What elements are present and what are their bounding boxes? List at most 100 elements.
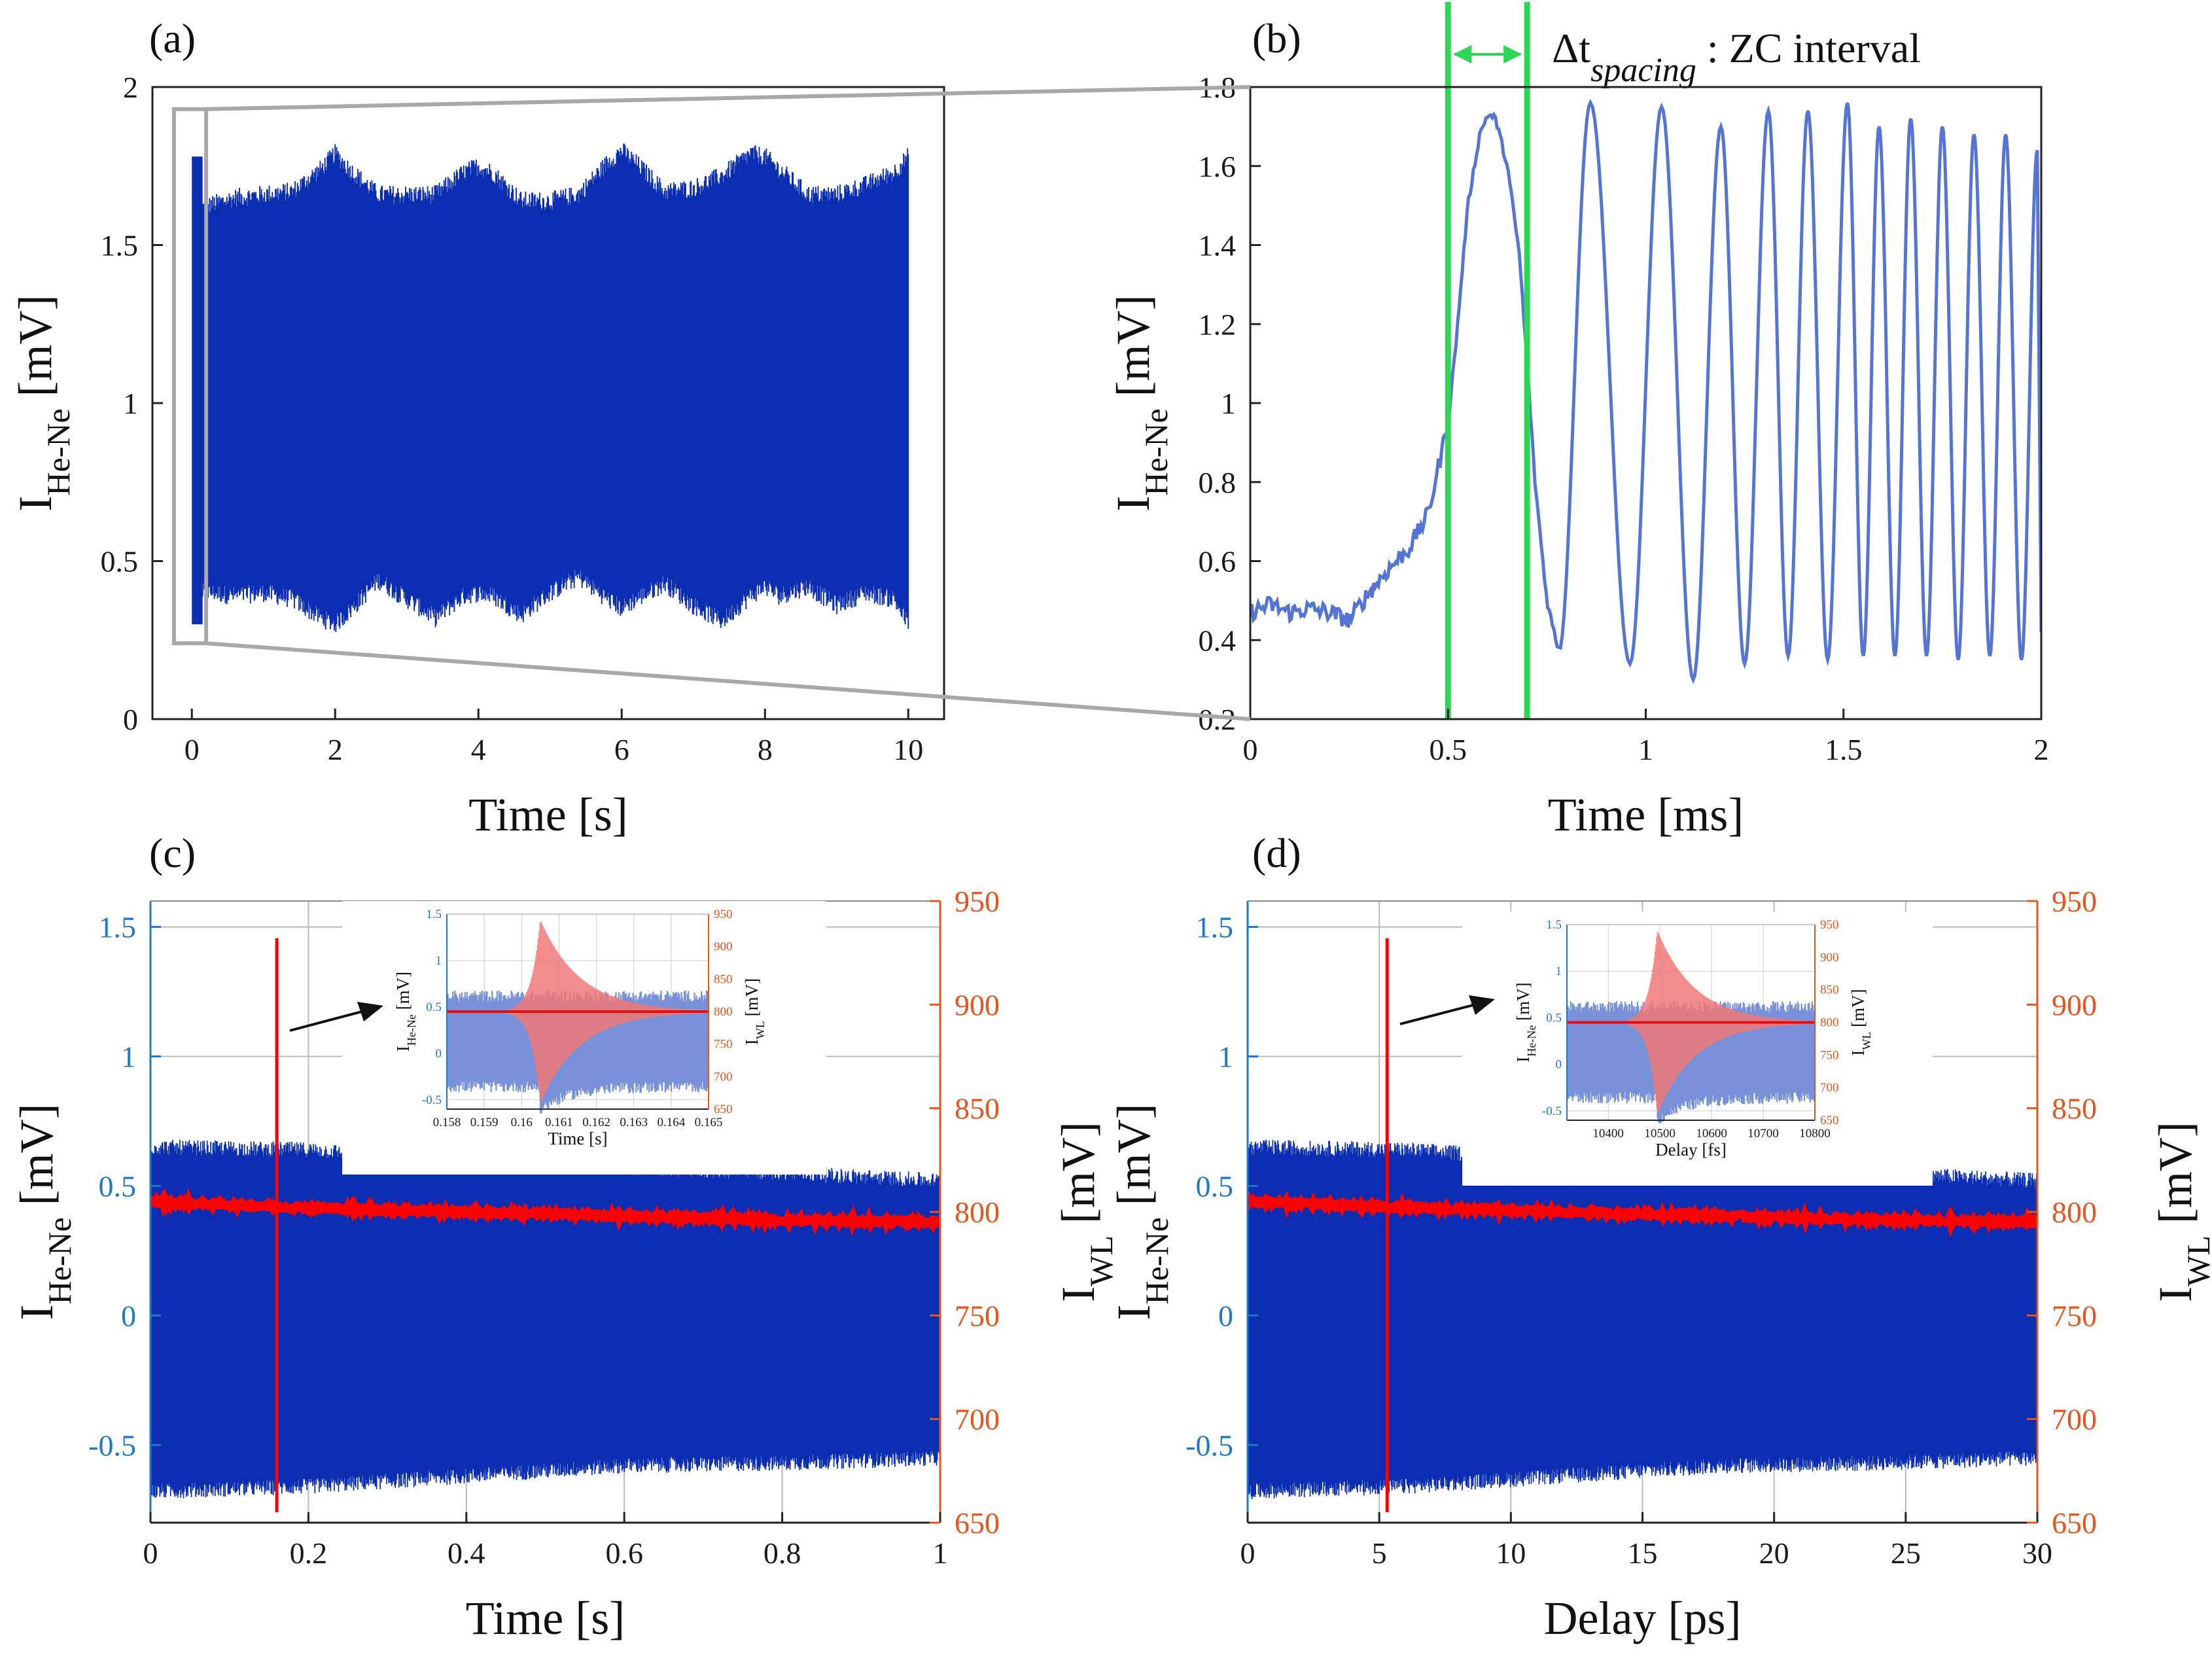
inset-y2-tick-label: 950 [714, 908, 733, 921]
inset-x-axis-label: Time [s] [548, 1129, 607, 1148]
zc-arrowhead-left [1453, 45, 1472, 63]
x-tick-label: 5 [1372, 1536, 1387, 1570]
inset-y2-tick-label: 700 [1820, 1081, 1839, 1095]
inset-y-tick-label: 1 [436, 954, 442, 968]
x-tick-label: 1 [1638, 733, 1653, 766]
inset-x-tick-label: 0.164 [657, 1116, 685, 1129]
y2-tick-label: 950 [955, 885, 1000, 918]
y-tick-label: 0.4 [1199, 624, 1237, 657]
y-tick-label: -0.5 [88, 1428, 136, 1462]
x-tick-label: 0.6 [605, 1536, 643, 1570]
panel-a: (a) 0 2 4 6 8 10 0 0.5 1 1.5 2 Time [s] IHe-Ne [mV] [9, 15, 945, 841]
y-tick-label: 1 [1221, 387, 1236, 420]
inset-y2-tick-label: 750 [714, 1038, 733, 1052]
x-tick-label: 0 [143, 1536, 158, 1570]
zoom-connector-bottom [205, 641, 1251, 721]
x-tick-label: 0 [1243, 733, 1258, 766]
zc-arrowhead-right [1503, 45, 1522, 63]
y-tick-label: 0 [121, 1299, 136, 1332]
y-tick-label: 1.6 [1199, 150, 1237, 183]
inset-pointer-arrowhead [1469, 995, 1495, 1015]
zoom-box [171, 107, 209, 646]
y2-tick-label: 950 [2052, 885, 2097, 918]
x-tick-label: 0.8 [764, 1536, 801, 1570]
x-tick-label: 25 [1891, 1536, 1921, 1570]
inset-y-tick-label: 1.5 [426, 908, 442, 921]
y-tick-label: 0 [1218, 1299, 1233, 1332]
plot-area [192, 143, 909, 632]
y2-tick-label: 900 [955, 988, 1000, 1021]
inset-x-tick-label: 0.158 [433, 1116, 461, 1129]
y2-tick-label: 700 [955, 1403, 1000, 1436]
inset-y2-tick-label: 750 [1820, 1048, 1839, 1062]
inset-y2-tick-label: 900 [1820, 951, 1839, 965]
y-tick-label: 1.5 [99, 911, 137, 944]
x-tick-label: 0.2 [290, 1536, 328, 1570]
y-tick-label: 0.5 [1196, 1169, 1234, 1203]
x-tick-label: 4 [471, 733, 486, 766]
x-tick-label: 10 [893, 733, 923, 766]
inset-y2-tick-label: 700 [714, 1070, 733, 1084]
plot-area [1250, 99, 2041, 684]
y-axis-label: IHe-Ne [mV] [10, 1103, 78, 1320]
inset-y2-tick-label: 800 [1820, 1016, 1839, 1030]
inset-y2-axis-label: IWL [mV] [1848, 989, 1873, 1055]
inset-x-tick-label: 0.165 [695, 1116, 723, 1129]
inset-pointer-arrow [289, 1007, 375, 1032]
inset-y2-tick-label: 950 [1820, 918, 1839, 932]
y-axis-label: IHe-Ne [mV] [1108, 1103, 1175, 1320]
series-envelope [150, 1139, 940, 1498]
inset-x-tick-label: 10600 [1696, 1127, 1727, 1141]
inset-x-tick-label: 0.161 [545, 1116, 573, 1129]
y2-tick-label: 800 [955, 1195, 1000, 1229]
inset-d: 10400 10500 10600 10700 10800 -0.5 0 0.5 1 1.5 650… [1462, 912, 1933, 1186]
x-axis-label: Time [ms] [1548, 788, 1744, 841]
series-line [1250, 99, 2041, 684]
inset-y-tick-label: 1 [1556, 965, 1562, 978]
inset-y-tick-label: 0.5 [1546, 1011, 1562, 1025]
y-tick-label: 0 [123, 703, 138, 736]
inset-pointer-arrowhead [357, 1002, 383, 1021]
series-wl-line [1248, 1190, 2037, 1239]
inset-x-tick-label: 0.159 [470, 1116, 499, 1129]
x-axis-label: Time [s] [466, 1592, 625, 1644]
inset-x-tick-label: 10500 [1644, 1127, 1676, 1141]
series-wl-line [150, 1188, 940, 1237]
inset-y2-tick-label: 850 [714, 972, 733, 986]
y2-tick-label: 800 [2052, 1195, 2097, 1229]
inset-c: 0.158 0.159 0.16 0.161 0.162 0.163 0.164 0.165 -… [342, 901, 826, 1175]
y-tick-label: 0.8 [1199, 466, 1237, 499]
y-tick-label: 0.6 [1199, 545, 1237, 578]
y-tick-label: 0.5 [101, 545, 139, 578]
inset-y-tick-label: 1.5 [1546, 918, 1562, 932]
inset-x-tick-label: 10700 [1747, 1127, 1779, 1141]
plot-area [1248, 938, 2037, 1513]
inset-y2-tick-label: 900 [714, 940, 733, 954]
y-axis-label: IHe-Ne [mV] [1107, 294, 1174, 511]
y-tick-label: 1 [123, 387, 138, 420]
y-tick-label: 0.5 [99, 1169, 137, 1203]
series-envelope [1248, 1139, 2037, 1500]
zoom-connector-top [206, 85, 1251, 111]
y-tick-label: 1 [1218, 1040, 1233, 1074]
x-tick-label: 1 [933, 1536, 948, 1570]
panel-label-c: (c) [149, 830, 196, 876]
y2-tick-label: 850 [955, 1092, 1000, 1125]
inset-y-tick-label: -0.5 [422, 1093, 442, 1107]
inset-y2-tick-label: 650 [1820, 1114, 1839, 1127]
inset-y-tick-label: 0 [1556, 1058, 1562, 1072]
y2-tick-label: 700 [2052, 1403, 2097, 1436]
y2-tick-label: 650 [955, 1506, 1000, 1540]
panel-c: (c) 0 0.2 0.4 0.6 0.8 1 -0.5 0 0.5 1 1.5 650 700 750 80… [10, 830, 1119, 1644]
x-axis-label: Delay [ps] [1544, 1592, 1742, 1644]
y-axis-label: IHe-Ne [mV] [9, 294, 77, 511]
inset-y2-tick-label: 850 [1820, 983, 1839, 997]
panel-label-d: (d) [1252, 830, 1301, 876]
y-tick-label: 1.4 [1199, 229, 1237, 262]
inset-x-axis-label: Delay [fs] [1655, 1140, 1727, 1159]
x-tick-label: 10 [1496, 1536, 1526, 1570]
plot-area [150, 938, 940, 1513]
x-tick-label: 0.4 [448, 1536, 485, 1570]
